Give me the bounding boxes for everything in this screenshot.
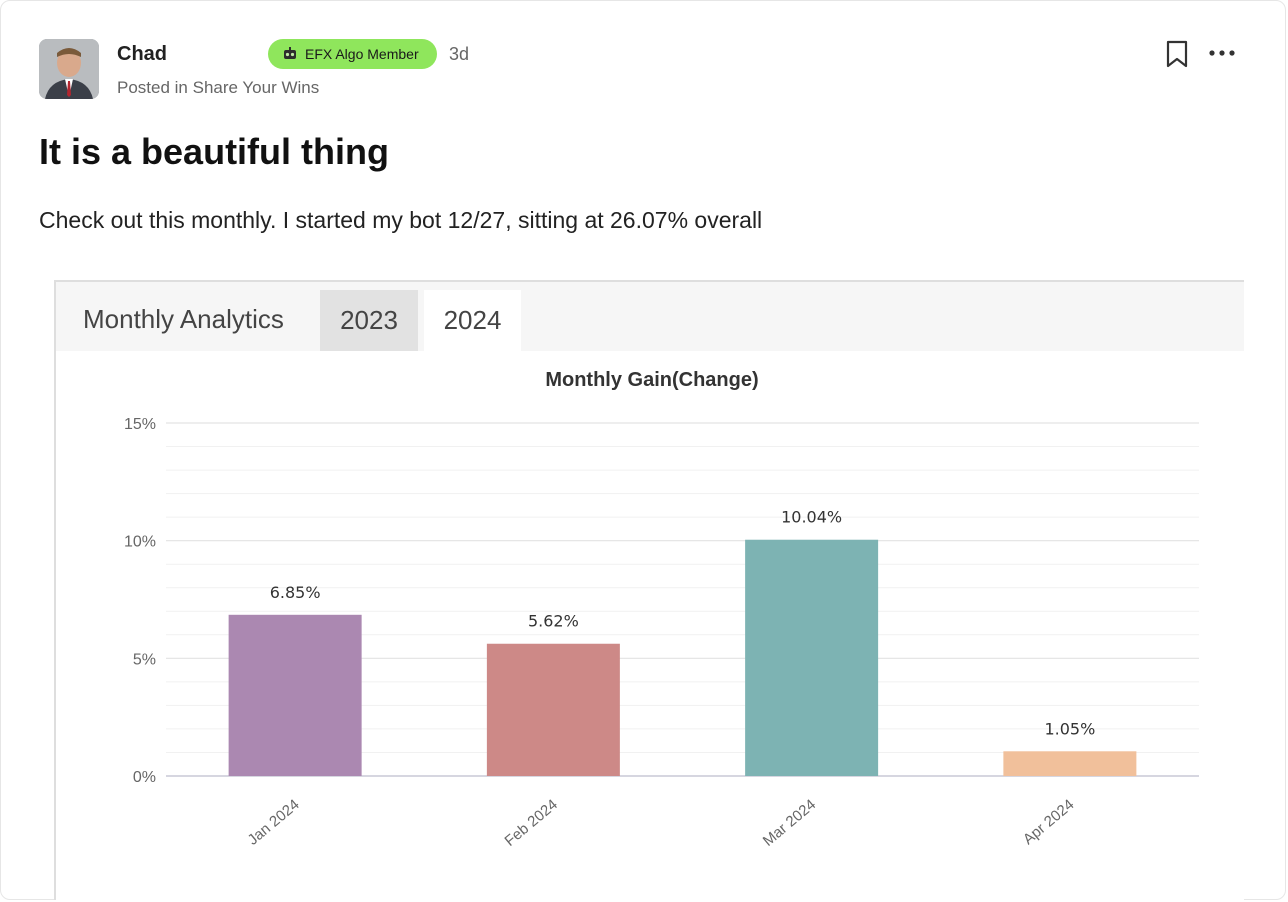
y-tick-label: 10% — [124, 534, 156, 551]
robot-icon — [282, 46, 298, 62]
x-tick-label: Feb 2024 — [501, 796, 560, 850]
bookmark-icon[interactable] — [1165, 40, 1189, 68]
data-label: 1.05% — [1044, 719, 1095, 738]
y-tick-label: 15% — [124, 416, 156, 433]
post-body: Check out this monthly. I started my bot… — [39, 207, 763, 233]
analytics-screenshot: Monthly Analytics 2023 2024 Monthly Gain… — [54, 280, 1244, 900]
data-label: 5.62% — [528, 612, 579, 631]
x-tick-label: Apr 2024 — [1020, 796, 1078, 848]
analytics-heading: Monthly Analytics — [83, 304, 284, 334]
bar-apr-2024 — [1003, 751, 1137, 776]
chart-title: Monthly Gain(Change) — [545, 369, 758, 391]
post-title: It is a beautiful thing — [39, 131, 389, 172]
analytics-tabbar: Monthly Analytics 2023 2024 — [56, 282, 1244, 351]
posted-in[interactable]: Posted in Share Your Wins — [117, 78, 320, 97]
data-label: 10.04% — [781, 508, 842, 527]
y-tick-label: 5% — [133, 651, 156, 668]
x-tick-label: Jan 2024 — [244, 796, 302, 849]
monthly-gain-chart: Monthly Gain(Change) 0% 5% 10% 15% 6.85% Jan 2… — [124, 369, 1199, 850]
tab-2023[interactable]: 2023 — [320, 290, 418, 351]
bar-feb-2024 — [486, 643, 620, 776]
data-label: 6.85% — [270, 583, 321, 602]
x-tick-label: Mar 2024 — [760, 796, 819, 850]
bar-mar-2024 — [745, 539, 879, 776]
more-horizontal-icon[interactable] — [1208, 41, 1236, 65]
badge-label: EFX Algo Member — [305, 46, 419, 62]
tab-2024[interactable]: 2024 — [424, 290, 521, 351]
post-time: 3d — [449, 44, 470, 64]
y-tick-label: 0% — [133, 769, 156, 786]
bar-jan-2024 — [228, 614, 362, 776]
author-name[interactable]: Chad — [117, 43, 167, 65]
author-avatar[interactable] — [39, 39, 99, 99]
member-badge: EFX Algo Member — [268, 39, 437, 69]
